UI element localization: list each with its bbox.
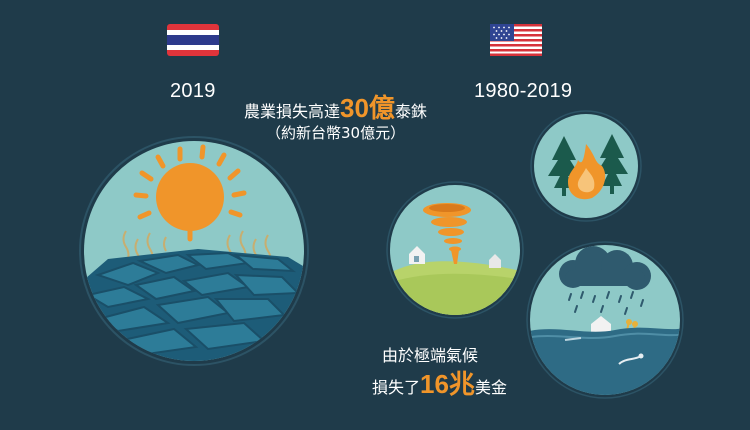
usa-year: 1980-2019 (474, 80, 573, 102)
thailand-loss-prefix: 農業損失高達 (244, 102, 341, 121)
thailand-loss-line: 農業損失高達30億泰銖 (244, 88, 427, 125)
drought-sun-icon (79, 136, 309, 366)
thailand-loss-value: 30億 (340, 93, 395, 123)
usa-loss-value: 16兆 (420, 369, 475, 399)
usa-line1: 由於極端氣候 (382, 346, 479, 365)
usa-loss-line: 損失了16兆美金 (372, 364, 507, 401)
flood-icon (526, 241, 684, 399)
thailand-year: 2019 (170, 80, 216, 102)
usa-loss-prefix: 損失了 (372, 378, 421, 397)
thailand-loss-note: （約新台幣30億元） (266, 124, 406, 142)
thailand-loss-suffix: 泰銖 (394, 102, 427, 121)
thailand-flag-icon (167, 24, 219, 56)
tornado-icon (386, 181, 524, 319)
usa-flag-icon (490, 24, 542, 56)
usa-loss-suffix: 美金 (474, 378, 507, 397)
wildfire-icon (530, 110, 642, 222)
